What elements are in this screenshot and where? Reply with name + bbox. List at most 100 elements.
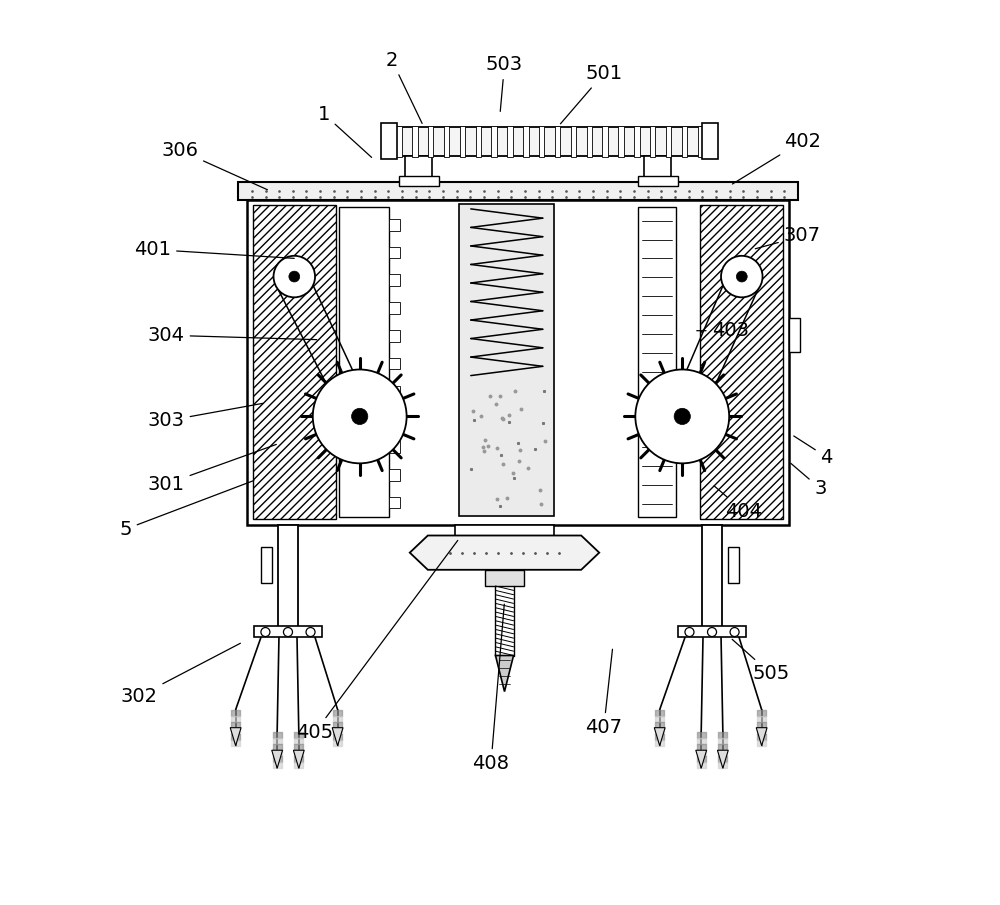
- Circle shape: [674, 408, 690, 424]
- Bar: [682, 126, 687, 157]
- Text: 306: 306: [161, 141, 267, 190]
- Bar: [238, 182, 798, 200]
- Bar: [587, 126, 592, 157]
- Polygon shape: [230, 728, 241, 746]
- Bar: [678, 625, 746, 637]
- Bar: [444, 126, 449, 157]
- Circle shape: [708, 627, 717, 636]
- Bar: [396, 126, 402, 157]
- Bar: [644, 156, 671, 182]
- Text: 407: 407: [585, 649, 622, 738]
- Text: 4: 4: [794, 436, 833, 466]
- Bar: [571, 126, 576, 157]
- Bar: [638, 207, 676, 518]
- Text: 302: 302: [121, 643, 240, 706]
- Circle shape: [283, 627, 292, 636]
- Bar: [389, 302, 400, 314]
- Text: 404: 404: [714, 486, 762, 520]
- Text: 501: 501: [560, 64, 622, 124]
- Bar: [507, 126, 513, 157]
- Bar: [253, 205, 336, 519]
- Bar: [666, 126, 671, 157]
- Polygon shape: [756, 728, 767, 746]
- Bar: [399, 176, 439, 186]
- Bar: [459, 205, 554, 516]
- Bar: [650, 126, 655, 157]
- Bar: [389, 469, 400, 481]
- Bar: [539, 126, 544, 157]
- Bar: [700, 205, 783, 519]
- Bar: [602, 126, 608, 157]
- Bar: [261, 548, 272, 584]
- Bar: [389, 414, 400, 425]
- Polygon shape: [410, 536, 599, 570]
- Bar: [389, 219, 400, 231]
- Bar: [523, 126, 529, 157]
- Bar: [460, 126, 465, 157]
- Text: 402: 402: [732, 132, 821, 184]
- Bar: [389, 330, 400, 342]
- Circle shape: [685, 627, 694, 636]
- Bar: [485, 570, 524, 586]
- Polygon shape: [272, 750, 283, 768]
- Bar: [341, 209, 387, 516]
- Bar: [634, 126, 640, 157]
- Bar: [339, 207, 389, 518]
- Polygon shape: [717, 750, 728, 768]
- Text: 505: 505: [732, 639, 789, 683]
- Bar: [702, 525, 722, 626]
- Text: 2: 2: [386, 51, 422, 123]
- Text: 307: 307: [755, 226, 821, 249]
- Bar: [254, 625, 322, 637]
- Bar: [392, 127, 708, 156]
- Text: 5: 5: [119, 481, 254, 538]
- Circle shape: [261, 627, 270, 636]
- Text: 408: 408: [472, 605, 509, 773]
- Bar: [428, 126, 433, 157]
- Text: 301: 301: [148, 444, 276, 493]
- Bar: [698, 126, 703, 157]
- Text: 303: 303: [148, 404, 263, 431]
- Circle shape: [721, 256, 763, 298]
- Bar: [381, 123, 397, 159]
- Text: 401: 401: [134, 240, 294, 259]
- Text: 405: 405: [296, 540, 458, 742]
- Bar: [789, 318, 800, 352]
- Circle shape: [635, 369, 729, 463]
- Text: 503: 503: [486, 55, 523, 111]
- Circle shape: [306, 627, 315, 636]
- Circle shape: [352, 408, 368, 424]
- Bar: [555, 126, 560, 157]
- Polygon shape: [654, 728, 665, 746]
- Bar: [389, 247, 400, 258]
- Bar: [247, 200, 789, 525]
- Polygon shape: [495, 655, 514, 691]
- Bar: [389, 357, 400, 369]
- Bar: [638, 176, 678, 186]
- Text: 304: 304: [148, 326, 317, 345]
- Bar: [389, 497, 400, 509]
- Circle shape: [736, 272, 747, 282]
- Bar: [728, 548, 739, 584]
- Bar: [455, 525, 554, 536]
- Circle shape: [313, 369, 407, 463]
- Text: 403: 403: [697, 321, 749, 340]
- Bar: [389, 274, 400, 286]
- Bar: [412, 126, 418, 157]
- Bar: [405, 156, 432, 182]
- Bar: [278, 525, 298, 626]
- Bar: [702, 123, 718, 159]
- Circle shape: [289, 272, 300, 282]
- Text: 3: 3: [791, 463, 826, 498]
- Circle shape: [274, 256, 315, 298]
- Bar: [618, 126, 624, 157]
- Circle shape: [730, 627, 739, 636]
- Text: 1: 1: [318, 105, 372, 157]
- Bar: [389, 441, 400, 452]
- Bar: [389, 386, 400, 397]
- Polygon shape: [696, 750, 707, 768]
- Bar: [491, 126, 497, 157]
- Polygon shape: [332, 728, 343, 746]
- Polygon shape: [293, 750, 304, 768]
- Bar: [476, 126, 481, 157]
